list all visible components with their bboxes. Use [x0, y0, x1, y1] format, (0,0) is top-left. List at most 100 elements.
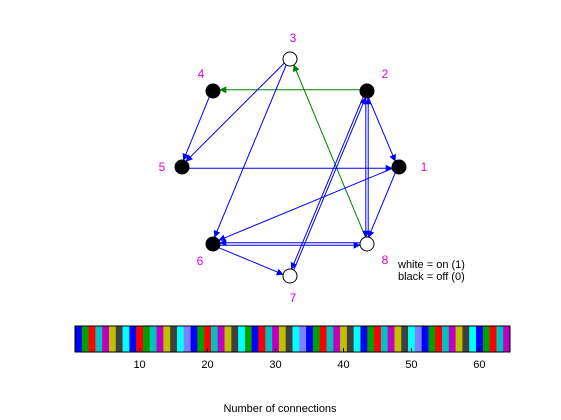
- colorbar-tick-label: 60: [473, 359, 485, 371]
- colorbar-stripe: [217, 326, 225, 352]
- colorbar-stripe: [496, 326, 504, 352]
- colorbar-stripe: [319, 326, 327, 352]
- node-label-8: 8: [382, 253, 389, 267]
- colorbar-stripe: [489, 326, 497, 352]
- colorbar-stripe: [115, 326, 123, 352]
- node-label-2: 2: [382, 67, 389, 81]
- colorbar-stripe: [503, 326, 511, 352]
- colorbar-xlabel: Number of connections: [223, 403, 337, 415]
- colorbar-tick-label: 10: [133, 359, 145, 371]
- colorbar-stripe: [142, 326, 151, 352]
- colorbar-stripe: [306, 326, 314, 352]
- colorbar-stripe: [95, 326, 103, 352]
- colorbar-stripe: [251, 326, 259, 352]
- colorbar-stripe: [156, 326, 164, 352]
- colorbar-stripe: [374, 326, 382, 352]
- node-1: [391, 159, 407, 175]
- colorbar-stripe: [455, 326, 463, 352]
- colorbar-stripe: [129, 326, 137, 352]
- node-labels: 1 2 3 4 5 6 7 8: [159, 31, 428, 305]
- nodes: [174, 51, 407, 284]
- edge-8-to-3: [292, 64, 366, 238]
- edge-3-to-5: [185, 62, 285, 162]
- colorbar-stripe: [482, 326, 490, 352]
- colorbar-stripe: [197, 326, 205, 352]
- colorbar-tick-label: 20: [201, 359, 213, 371]
- colorbar-stripe: [312, 326, 320, 352]
- edge-4-to-5: [182, 96, 210, 161]
- colorbar-stripe: [190, 326, 198, 352]
- colorbar-stripe: [244, 326, 253, 352]
- colorbar-stripe: [81, 326, 89, 352]
- colorbar-stripe: [421, 326, 429, 352]
- colorbar-stripe: [224, 326, 232, 352]
- colorbar-stripe: [367, 326, 375, 352]
- colorbar-tick-label: 40: [337, 359, 349, 371]
- colorbar-stripe: [353, 326, 361, 352]
- colorbar-stripe: [122, 326, 130, 352]
- legend-line-off: black = off (0): [398, 271, 465, 283]
- colorbar-stripe: [258, 326, 266, 352]
- colorbar-stripe: [88, 326, 96, 352]
- colorbar-stripe: [414, 326, 422, 352]
- colorbar-stripe: [435, 326, 443, 352]
- colorbar-stripe: [176, 326, 185, 352]
- node-label-7: 7: [290, 291, 297, 305]
- colorbar-stripe: [231, 326, 239, 352]
- edge-1-to-6: [218, 168, 393, 242]
- legend-line-on: white = on (1): [397, 259, 465, 271]
- colorbar-stripe: [299, 326, 307, 352]
- colorbar-stripe: [333, 326, 341, 352]
- colorbar-stripe: [360, 326, 368, 352]
- colorbar-stripe: [149, 326, 157, 352]
- colorbar-stripe: [346, 326, 354, 352]
- colorbar-stripe: [136, 326, 144, 352]
- colorbar-stripe: [380, 326, 388, 352]
- colorbar-stripe: [285, 326, 293, 352]
- colorbar-stripe: [469, 326, 477, 352]
- colorbar-stripe: [462, 326, 470, 352]
- colorbar-stripe: [170, 326, 178, 352]
- colorbar-tick-label: 30: [269, 359, 281, 371]
- legend: white = on (1) black = off (0): [397, 259, 465, 283]
- edge-3-to-6: [213, 64, 287, 238]
- colorbar-stripe: [272, 326, 280, 352]
- colorbar-stripe: [108, 326, 117, 352]
- colorbar-stripe: [265, 326, 273, 352]
- node-5: [174, 159, 190, 175]
- colorbar-tick-label: 50: [405, 359, 417, 371]
- colorbar-stripe: [183, 326, 191, 352]
- node-2: [359, 83, 375, 99]
- colorbar-stripe: [326, 326, 334, 352]
- colorbar-stripe: [102, 326, 110, 352]
- edge-2-to-7: [290, 96, 364, 270]
- colorbar-ticks: 10 20 30 40 50 60: [133, 348, 486, 371]
- node-7: [282, 268, 298, 284]
- node-6: [205, 236, 221, 252]
- node-label-6: 6: [197, 254, 204, 268]
- colorbar-stripe: [387, 326, 395, 352]
- colorbar-stripe: [442, 326, 450, 352]
- edge-6-to-7: [218, 247, 284, 276]
- colorbar-stripe: [204, 326, 212, 352]
- colorbar-stripe: [292, 326, 300, 352]
- colorbar-frame: [74, 325, 511, 353]
- node-label-5: 5: [159, 160, 166, 174]
- node-3: [282, 51, 298, 67]
- colorbar-stripe: [278, 326, 287, 352]
- colorbar-stripe: [394, 326, 402, 352]
- node-label-1: 1: [421, 160, 428, 174]
- colorbar-stripe: [340, 326, 348, 352]
- node-label-3: 3: [290, 31, 297, 45]
- colorbar-stripe: [210, 326, 219, 352]
- node-label-4: 4: [198, 67, 205, 81]
- colorbar-stripe: [476, 326, 484, 352]
- colorbar-stripe: [428, 326, 436, 352]
- colorbar-stripe: [238, 326, 246, 352]
- edge-1-to-8: [367, 172, 396, 238]
- edge-7-to-2: [293, 97, 367, 271]
- colorbar-stripe: [448, 326, 456, 352]
- edge-2-to-1: [368, 97, 396, 162]
- colorbar-stripe: [163, 326, 171, 352]
